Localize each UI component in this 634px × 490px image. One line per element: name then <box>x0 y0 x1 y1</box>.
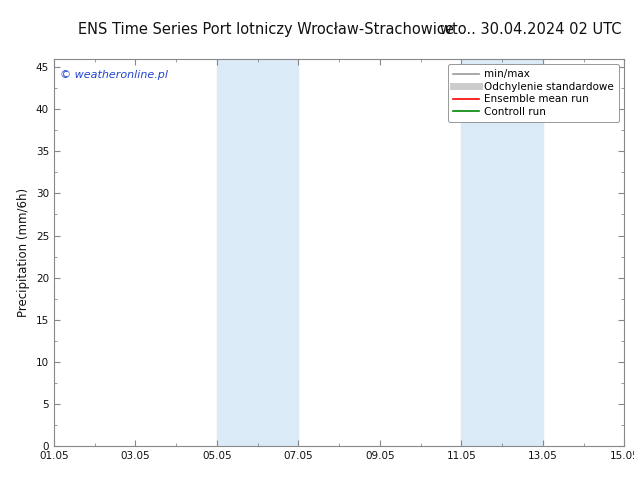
Text: © weatheronline.pl: © weatheronline.pl <box>60 71 167 80</box>
Bar <box>217 59 299 446</box>
Text: ENS Time Series Port lotniczy Wrocław-Strachowice: ENS Time Series Port lotniczy Wrocław-St… <box>79 22 454 37</box>
Text: wto.. 30.04.2024 02 UTC: wto.. 30.04.2024 02 UTC <box>440 22 621 37</box>
Y-axis label: Precipitation (mm/6h): Precipitation (mm/6h) <box>17 188 30 317</box>
Bar <box>462 59 543 446</box>
Legend: min/max, Odchylenie standardowe, Ensemble mean run, Controll run: min/max, Odchylenie standardowe, Ensembl… <box>448 64 619 122</box>
